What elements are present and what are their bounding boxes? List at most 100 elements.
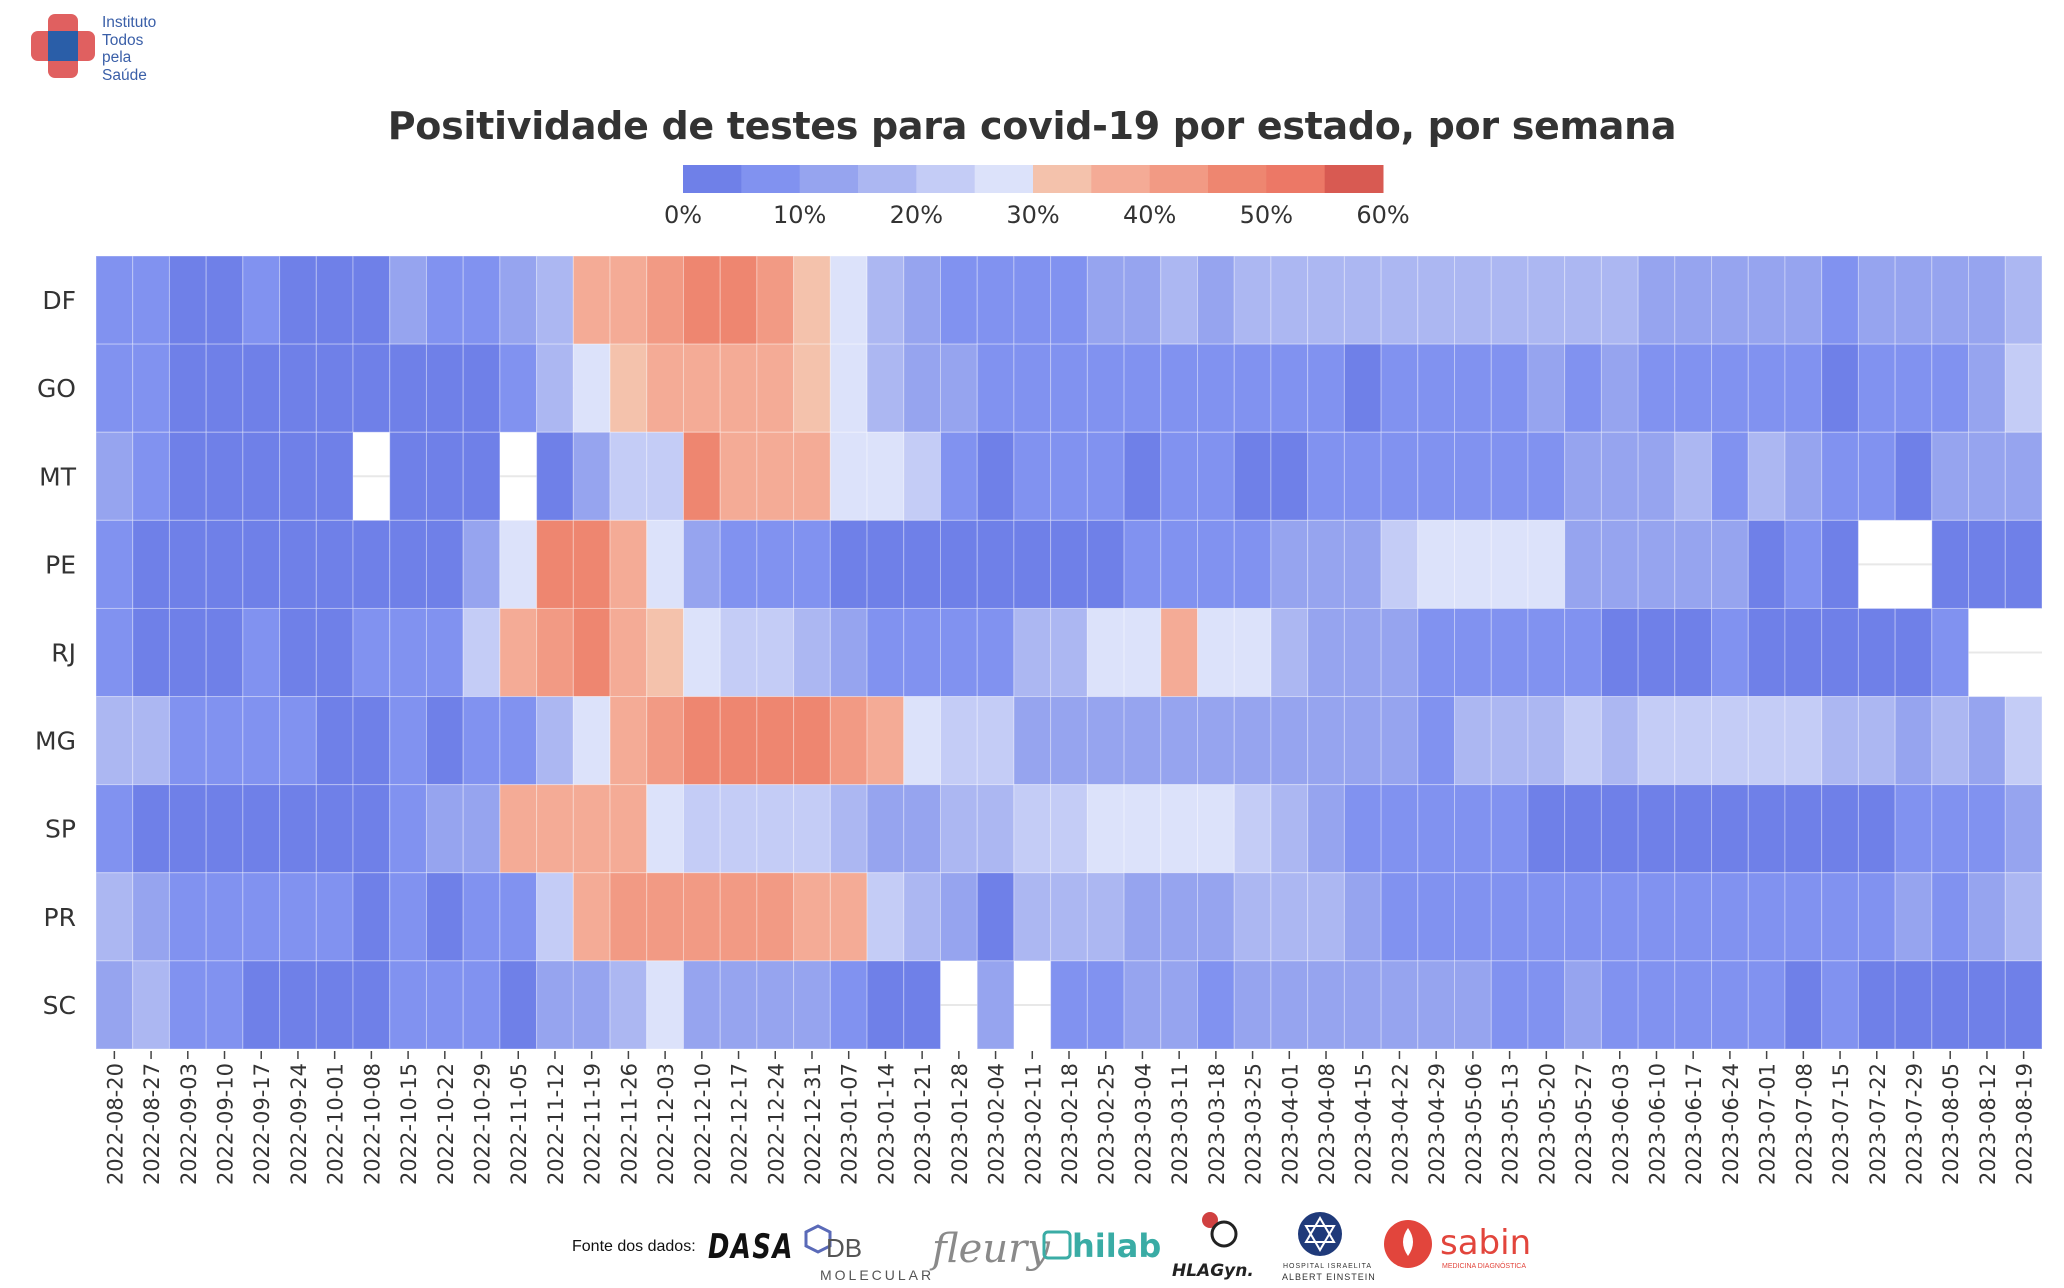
heatmap-cell-PE-2023-01-14	[866, 519, 905, 609]
heatmap-cell-RJ-2022-11-12	[536, 607, 574, 698]
source-logo-fleury: fleury	[929, 1226, 1051, 1272]
heatmap-cell-DF-2022-11-12	[536, 255, 574, 345]
heatmap-cell-SP-2023-02-04	[976, 784, 1015, 874]
x-tick-label-2023-06-03: 2023-06-03	[1609, 1063, 1633, 1185]
heatmap-cell-MT-2023-04-01	[1270, 431, 1309, 521]
x-tick-label-2022-10-22: 2022-10-22	[434, 1063, 458, 1185]
x-tick-label-2023-02-11: 2023-02-11	[1021, 1063, 1045, 1185]
heatmap-cell-GO-2022-12-31	[793, 343, 831, 433]
heatmap-cell-RJ-2023-04-08	[1307, 607, 1345, 698]
heatmap-cell-MT-2022-12-10	[682, 431, 721, 521]
heatmap-cell-PE-2023-08-05	[1931, 519, 1970, 609]
heatmap-cell-PE-2023-04-15	[1343, 519, 1382, 609]
heatmap-cell-PE-2023-03-04	[1123, 519, 1162, 609]
colorbar-tick-1: 10%	[773, 201, 826, 229]
heatmap-cell-MG-2023-01-07	[829, 696, 868, 786]
heatmap-cell-GO-2022-12-24	[756, 343, 795, 433]
x-tick-label-2023-05-06: 2023-05-06	[1462, 1063, 1486, 1185]
heatmap-cell-RJ-2023-07-29	[1894, 607, 1933, 698]
heatmap-cell-GO-2023-05-13	[1490, 343, 1529, 433]
source-logo-db-molecular: MOLECULAR	[820, 1267, 934, 1283]
heatmap-cell-PE-2023-06-10	[1637, 519, 1676, 609]
heatmap-cell-MG-2023-07-08	[1784, 696, 1823, 786]
source-logo-einstein-top: HOSPITAL ISRAELITA	[1283, 1263, 1372, 1270]
heatmap-cell-MG-2022-10-29	[462, 696, 501, 786]
heatmap-cell-MT-2023-01-21	[903, 431, 941, 521]
heatmap-cell-PR-2023-07-01	[1747, 872, 1786, 962]
heatmap-cell-PE-2023-01-28	[939, 519, 978, 609]
heatmap-cell-MG-2023-03-04	[1123, 696, 1162, 786]
heatmap-cell-DF-2023-06-17	[1674, 255, 1713, 345]
heatmap-cell-PR-2022-09-24	[279, 872, 317, 962]
heatmap-cell-MG-2022-12-03	[646, 696, 684, 786]
heatmap-cell-MT-2023-02-25	[1086, 431, 1125, 521]
source-logo-einstein: ALBERT EINSTEIN	[1282, 1272, 1376, 1282]
heatmap-cell-PR-2022-11-05	[499, 872, 538, 962]
heatmap-cell-MG-2023-06-10	[1637, 696, 1676, 786]
heatmap-cell-DF-2022-08-20	[95, 255, 134, 345]
heatmap-cell-RJ-2022-09-17	[242, 607, 281, 698]
heatmap-cell-MT-2023-08-05	[1931, 431, 1970, 521]
heatmap-cell-SP-2022-12-24	[756, 784, 795, 874]
heatmap-cell-MT-2022-10-29	[462, 431, 501, 521]
heatmap-cell-MG-2022-10-22	[425, 696, 464, 786]
heatmap-cell-GO-2023-02-18	[1050, 343, 1088, 433]
heatmap-cell-MG-2023-02-11	[1013, 696, 1052, 786]
heatmap-cell-RJ-2023-03-25	[1233, 607, 1272, 698]
heatmap-cell-MT-2023-03-25	[1233, 431, 1272, 521]
heatmap-cell-PE-2022-12-03	[646, 519, 684, 609]
heatmap-cell-PE-2023-06-03	[1600, 519, 1639, 609]
heatmap-cell-RJ-2022-09-03	[168, 607, 207, 698]
y-tick-label-MG: MG	[35, 727, 76, 756]
heatmap-cell-RJ-2022-09-10	[205, 607, 244, 698]
heatmap-cell-SC-2022-12-03	[646, 960, 684, 1050]
x-tick-label-2022-12-17: 2022-12-17	[728, 1063, 752, 1185]
heatmap-cell-SP-2023-06-10	[1637, 784, 1676, 874]
heatmap-cell-SC-2023-07-08	[1784, 960, 1823, 1050]
heatmap-cell-PR-2023-06-10	[1637, 872, 1676, 962]
heatmap-cell-DF-2023-01-21	[903, 255, 941, 345]
heatmap-cell-RJ-2023-03-04	[1123, 607, 1162, 698]
heatmap-cell-SC-2023-07-15	[1821, 960, 1859, 1050]
heatmap-cell-MT-2023-05-06	[1454, 431, 1492, 521]
heatmap-cell-DF-2023-04-29	[1417, 255, 1456, 345]
heatmap-cell-MT-2022-09-10	[205, 431, 244, 521]
heatmap-cell-SC-2022-09-17	[242, 960, 281, 1050]
heatmap-cell-PR-2023-07-15	[1821, 872, 1859, 962]
colorbar-tick-2: 20%	[890, 201, 943, 229]
heatmap-cell-DF-2022-09-17	[242, 255, 281, 345]
heatmap-cell-SC-2022-09-24	[279, 960, 317, 1050]
heatmap-cell-DF-2023-06-03	[1600, 255, 1639, 345]
x-tick-label-2022-09-10: 2022-09-10	[214, 1063, 238, 1185]
heatmap-cell-DF-2022-10-29	[462, 255, 501, 345]
heatmap-cell-SP-2023-05-06	[1454, 784, 1492, 874]
heatmap-cell-PR-2022-08-27	[132, 872, 170, 962]
heatmap-cell-DF-2023-04-08	[1307, 255, 1345, 345]
heatmap-cell-MG-2023-01-28	[939, 696, 978, 786]
y-tick-label-PR: PR	[44, 903, 76, 932]
heatmap-cell-SC-2023-03-04	[1123, 960, 1162, 1050]
heatmap-cell-GO-2023-06-17	[1674, 343, 1713, 433]
heatmap-cell-GO-2022-10-22	[425, 343, 464, 433]
heatmap-cell-SP-2022-08-27	[132, 784, 170, 874]
heatmap-cell-DF-2023-08-05	[1931, 255, 1970, 345]
heatmap-cell-DF-2022-12-03	[646, 255, 684, 345]
heatmap-cell-SP-2023-05-13	[1490, 784, 1529, 874]
heatmap-cell-PR-2023-08-05	[1931, 872, 1970, 962]
heatmap-cell-SC-2023-01-21	[903, 960, 941, 1050]
x-tick-label-2023-05-27: 2023-05-27	[1572, 1063, 1596, 1185]
x-tick-label-2022-11-12: 2022-11-12	[544, 1063, 568, 1185]
heatmap-cell-MT-2022-09-17	[242, 431, 281, 521]
heatmap-cell-MT-2023-07-08	[1784, 431, 1823, 521]
heatmap-cell-GO-2022-11-19	[572, 343, 611, 433]
heatmap-cell-GO-2022-11-12	[536, 343, 574, 433]
heatmap-cell-MT-2023-04-29	[1417, 431, 1456, 521]
heatmap-cell-RJ-2022-12-31	[793, 607, 831, 698]
heatmap-cell-MT-2022-12-03	[646, 431, 684, 521]
heatmap-cell-SP-2023-06-24	[1711, 784, 1749, 874]
heatmap-cell-PR-2023-07-29	[1894, 872, 1933, 962]
heatmap-cell-DF-2022-11-05	[499, 255, 538, 345]
x-tick-label-2023-06-17: 2023-06-17	[1682, 1063, 1706, 1185]
heatmap-cell-MT-2023-05-27	[1564, 431, 1602, 521]
heatmap-cell-SP-2022-12-17	[719, 784, 758, 874]
